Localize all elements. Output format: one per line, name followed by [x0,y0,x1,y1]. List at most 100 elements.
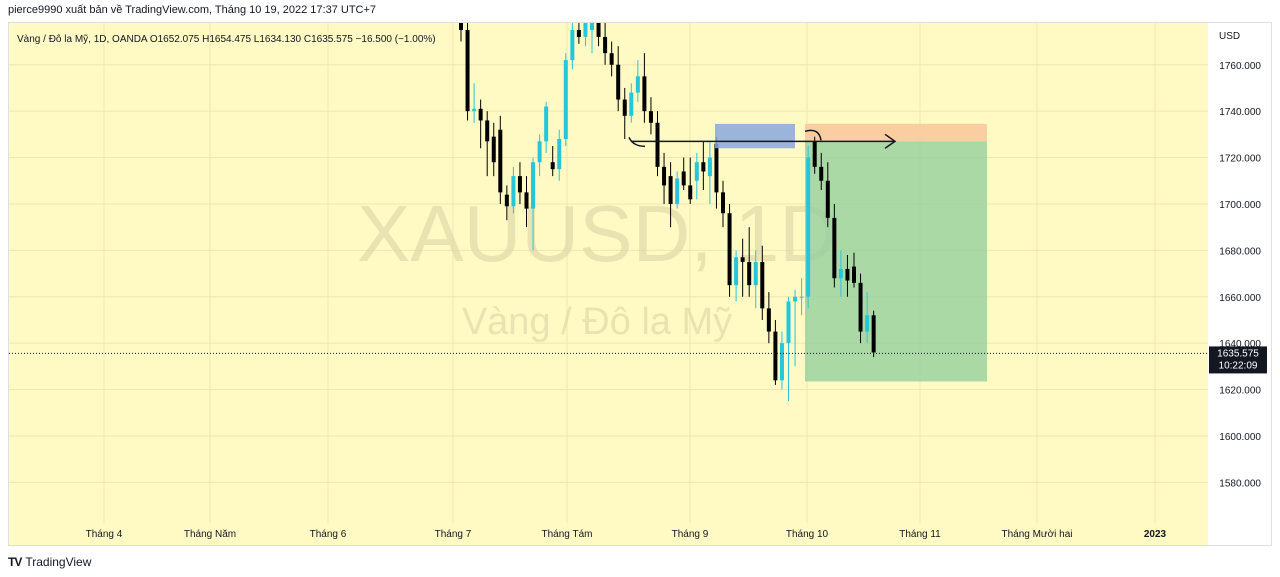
price-tick-label: 1640.000 [1219,339,1261,350]
candle-body [662,166,667,186]
candle-body [793,296,798,302]
candle-body [590,23,594,30]
candle-body [517,176,522,193]
candle-body [576,29,581,37]
time-tick-label: Tháng 7 [435,529,472,540]
candle-body [753,261,758,286]
watermark-name: Vàng / Đô la Mỹ [462,301,732,343]
candle-body [675,178,680,204]
footer: TV TradingView [8,555,91,569]
candle-body [570,29,575,61]
candle-body [760,261,765,309]
drawings [628,123,897,149]
candle-body [747,261,752,286]
footer-brand: TradingView [25,555,92,569]
time-tick-label: Tháng Tám [542,529,593,540]
right-shoulder-arc [804,129,822,141]
candle-body [531,162,536,209]
watermark-symbol: XAUUSD, 1D [357,189,837,278]
candle-body [852,266,856,283]
publisher-line: pierce9990 xuất bản về TradingView.com, … [8,4,377,16]
candle-body [714,143,719,193]
candle-body [550,162,555,170]
candle-body [694,162,699,181]
candle-body [472,108,477,112]
time-tick-label: Tháng 4 [86,529,123,540]
time-tick-label: Tháng 11 [899,529,941,540]
time-tick-label: Tháng 6 [310,529,347,540]
price-tick-label: 1700.000 [1219,200,1261,211]
candle-body [681,171,686,186]
price-tick-label: 1600.000 [1219,432,1261,443]
candle-body [734,257,739,286]
candle-body [707,157,712,177]
price-tick-label: 1660.000 [1219,293,1261,304]
left-shoulder-arc [628,136,646,148]
candle-body [812,141,817,167]
candle-body [504,194,509,207]
candle-body [511,176,516,207]
candle-body [563,60,568,140]
candle-body [498,129,503,193]
time-tick-label: Tháng 10 [786,529,829,540]
time-tick-label: 2023 [1144,529,1167,540]
time-tick-label: Tháng Mười hai [1001,529,1072,540]
plot-background [9,23,1208,545]
price-tick-label: 1680.000 [1219,246,1261,257]
take-profit-zone [805,141,987,382]
candle-body [865,315,870,332]
candle-body [832,217,837,279]
arrow-head-icon [884,133,897,149]
price-chart[interactable]: XAUUSD, 1D Vàng / Đô la Mỹ Vàng / Đô la … [9,0,1271,545]
candle-body [668,176,673,204]
candle-body [701,162,706,172]
price-axis: 1760.000 1740.000 1720.000 1700.000 1680.000… [1219,61,1261,490]
candle-body [491,136,496,163]
time-axis: Tháng 4 Tháng Năm Tháng 6 Tháng 7 Tháng Tám T… [86,529,1167,540]
candle-body [622,99,627,116]
candle-body [806,157,811,297]
supply-zone-box [715,123,795,149]
candle-body [799,296,804,298]
candle-body [740,257,745,262]
candle-body [773,331,778,381]
candle-body [648,111,653,123]
candle-body [635,76,640,93]
candle-body [583,6,588,37]
symbol-legend: Vàng / Đô la Mỹ, 1D, OANDA O1652.075 H16… [17,34,436,45]
price-tick-label: 1740.000 [1219,107,1261,118]
short-position-tool [805,123,987,382]
candle-body [603,36,608,54]
candle-body [557,139,562,170]
price-axis-background [1208,23,1271,545]
candle-body [858,282,863,332]
candle-body [838,268,843,279]
last-price-tag-bg [1209,346,1267,374]
candle-body [688,185,693,200]
candlestick-series [459,0,876,402]
last-price-tag: 1635.575 10:22:09 [1209,346,1267,374]
candle-body [655,122,660,167]
price-tick-label: 1720.000 [1219,154,1261,165]
price-tick-label: 1620.000 [1219,386,1261,397]
candle-body [766,308,771,332]
candle-body [465,29,470,112]
time-tick-label: Tháng 9 [672,529,709,540]
chart-frame[interactable]: XAUUSD, 1D Vàng / Đô la Mỹ Vàng / Đô la … [8,0,1272,546]
candle-body [478,108,483,121]
candle-body [825,180,830,218]
candle-body [727,213,732,286]
candle-body [871,315,876,353]
candle-body [537,141,542,163]
tradingview-logo-icon: TV [8,555,22,569]
candle-body [544,106,549,142]
candle-body [819,166,824,181]
price-tick-label: 1760.000 [1219,61,1261,72]
candle-body [485,120,490,142]
bar-countdown-label: 10:22:09 [1219,360,1258,371]
price-tick-label: 1580.000 [1219,478,1261,489]
candle-body [779,343,784,381]
candle-body [642,76,647,112]
candle-body [845,268,850,281]
candle-body [459,2,463,30]
